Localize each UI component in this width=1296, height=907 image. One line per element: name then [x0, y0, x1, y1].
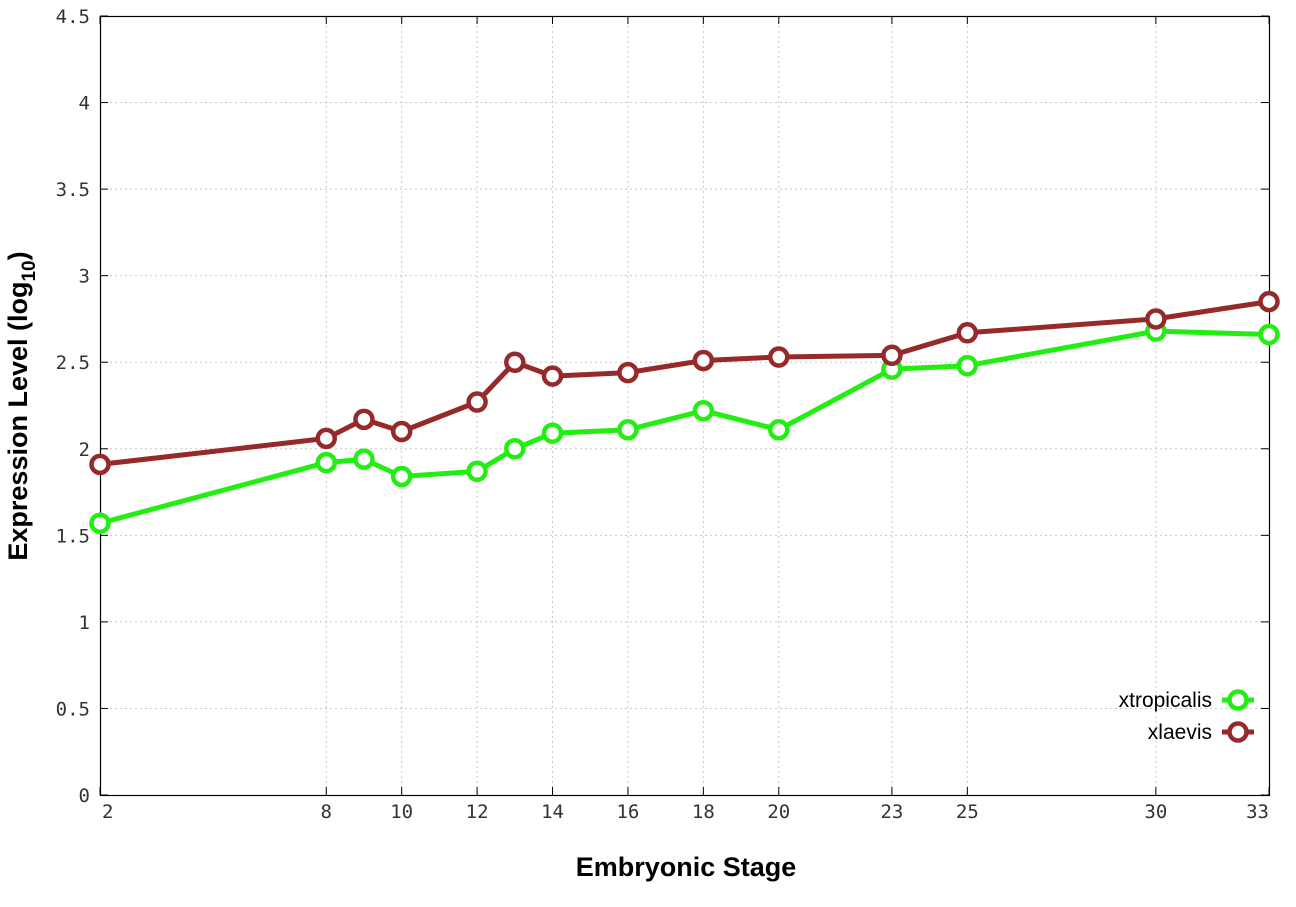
x-tick-label: 2: [102, 801, 113, 823]
x-tick-label: 23: [880, 801, 903, 823]
tick-marks: [99, 15, 1270, 796]
data-point: [1258, 290, 1280, 313]
data-point: [504, 438, 526, 460]
data-point: [956, 322, 979, 344]
x-tick-label: 8: [321, 801, 332, 823]
x-tick-label: 30: [1144, 801, 1167, 823]
x-tick-label: 14: [541, 801, 564, 823]
data-point: [466, 391, 488, 413]
grid: [100, 16, 1269, 795]
x-tick-label: 18: [692, 801, 715, 823]
x-tick-label: 10: [390, 801, 413, 823]
data-point: [504, 351, 526, 373]
series-xtropicalis: [89, 320, 1280, 534]
data-point: [692, 399, 715, 422]
plot-frame: [99, 15, 1271, 797]
series-layer: [89, 290, 1280, 534]
y-tick-labels: 0 0.5 1 1.5 2 2.5 3 3.5 4 4.5: [56, 6, 90, 807]
series-line-xlaevis: [99, 299, 1270, 467]
data-point: [1258, 323, 1280, 346]
data-point: [353, 408, 375, 431]
x-axis-title: Embryonic Stage: [576, 852, 797, 882]
data-point: [768, 346, 790, 368]
data-point: [466, 460, 488, 483]
data-point: [768, 418, 790, 441]
x-tick-label: 16: [616, 801, 639, 823]
x-tick-label: 25: [956, 801, 979, 823]
y-tick-label: 1: [79, 612, 90, 634]
data-point: [1145, 308, 1167, 330]
y-axis-title-close: ): [3, 251, 33, 260]
data-point: [956, 354, 979, 377]
data-point: [315, 451, 338, 474]
data-point: [617, 361, 639, 384]
legend: xtropicalis xlaevis: [1119, 689, 1254, 744]
data-point: [390, 465, 413, 488]
data-point: [541, 365, 564, 387]
y-tick-label: 0: [79, 785, 90, 807]
series-line-xtropicalis: [99, 328, 1270, 526]
y-tick-label: 2.5: [56, 352, 90, 374]
legend-item-xtropicalis: xtropicalis: [1119, 689, 1254, 712]
y-tick-label: 0.5: [56, 698, 90, 720]
x-tick-label: 12: [466, 801, 489, 823]
y-tick-label: 1.5: [56, 525, 90, 547]
data-point: [390, 420, 413, 443]
y-tick-label: 3.5: [56, 179, 90, 201]
y-axis-title-main: Expression Level (log: [3, 282, 33, 561]
data-point: [315, 427, 338, 450]
data-point: [541, 422, 564, 444]
legend-swatch-marker: [1227, 721, 1249, 743]
data-point: [692, 349, 715, 372]
y-tick-label: 3: [79, 266, 90, 288]
y-axis-title: Expression Level (log10): [3, 251, 40, 560]
series-xlaevis: [89, 290, 1280, 476]
data-point: [89, 512, 111, 534]
data-point: [881, 344, 903, 367]
x-tick-label: 33: [1246, 801, 1269, 823]
data-point: [353, 448, 375, 470]
legend-swatch-marker: [1227, 689, 1249, 711]
y-axis-title-subscript: 10: [19, 260, 40, 281]
y-tick-label: 4.5: [56, 6, 90, 28]
x-tick-labels: 2 8 10 12 14 16 18 20 23 25 30 33: [102, 801, 1269, 823]
legend-label: xtropicalis: [1119, 689, 1212, 712]
data-point: [89, 453, 111, 476]
legend-label: xlaevis: [1148, 721, 1212, 744]
y-tick-label: 2: [79, 439, 90, 461]
x-tick-label: 20: [767, 801, 790, 823]
y-tick-label: 4: [79, 93, 90, 115]
legend-item-xlaevis: xlaevis: [1148, 721, 1254, 744]
data-point: [617, 418, 639, 441]
